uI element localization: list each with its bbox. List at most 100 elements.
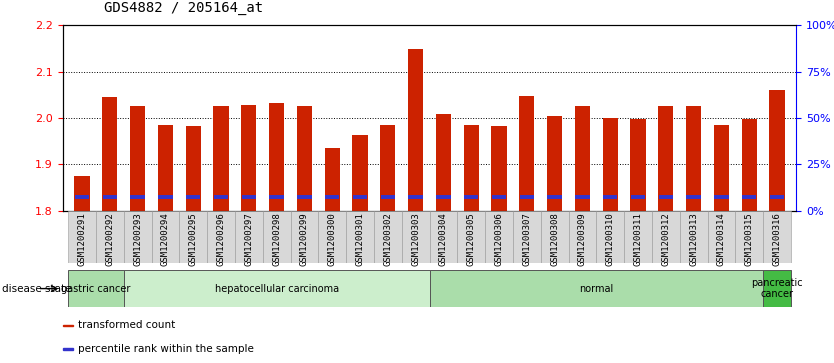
Bar	[158, 125, 173, 211]
Bar	[430, 211, 457, 263]
Bar	[742, 195, 756, 199]
Bar	[631, 195, 646, 199]
Text: percentile rank within the sample: percentile rank within the sample	[78, 344, 254, 354]
Text: GDS4882 / 205164_at: GDS4882 / 205164_at	[104, 0, 264, 15]
Text: GSM1200310: GSM1200310	[605, 212, 615, 266]
Text: GSM1200304: GSM1200304	[439, 212, 448, 266]
Bar	[547, 116, 562, 211]
Text: GSM1200312: GSM1200312	[661, 212, 671, 266]
Text: GSM1200291: GSM1200291	[78, 212, 87, 266]
Bar	[540, 211, 569, 263]
Bar	[269, 195, 284, 199]
Bar	[241, 105, 256, 211]
Bar	[457, 211, 485, 263]
Text: GSM1200299: GSM1200299	[300, 212, 309, 266]
Bar	[492, 195, 506, 199]
Bar	[68, 270, 123, 307]
Bar	[408, 49, 423, 211]
Bar	[714, 125, 729, 211]
Bar	[158, 195, 173, 199]
Bar	[207, 211, 235, 263]
Bar	[402, 211, 430, 263]
Bar	[680, 211, 707, 263]
Bar	[102, 97, 118, 211]
Bar	[242, 195, 256, 199]
Bar	[324, 148, 340, 211]
Bar	[769, 90, 785, 211]
Bar	[297, 106, 312, 211]
Bar	[602, 118, 618, 211]
Bar	[179, 211, 207, 263]
Bar	[741, 119, 757, 211]
Text: GSM1200314: GSM1200314	[717, 212, 726, 266]
Text: GSM1200294: GSM1200294	[161, 212, 170, 266]
Bar	[631, 119, 646, 211]
Text: pancreatic
cancer: pancreatic cancer	[751, 278, 803, 299]
Bar	[103, 195, 117, 199]
Bar	[430, 270, 763, 307]
Bar	[519, 96, 535, 211]
Bar	[123, 211, 152, 263]
Bar	[436, 195, 450, 199]
Text: GSM1200308: GSM1200308	[550, 212, 559, 266]
Bar	[736, 211, 763, 263]
Bar	[575, 106, 590, 211]
Bar	[659, 195, 673, 199]
Bar	[74, 176, 90, 211]
Bar	[435, 114, 451, 211]
Bar	[186, 195, 200, 199]
Bar	[707, 211, 736, 263]
Bar	[380, 125, 395, 211]
Text: GSM1200302: GSM1200302	[384, 212, 392, 266]
Bar	[624, 211, 652, 263]
Bar	[63, 348, 73, 350]
Text: hepatocellular carcinoma: hepatocellular carcinoma	[214, 284, 339, 294]
Bar	[596, 211, 624, 263]
Text: GSM1200296: GSM1200296	[217, 212, 225, 266]
Text: GSM1200309: GSM1200309	[578, 212, 587, 266]
Bar	[319, 211, 346, 263]
Text: GSM1200316: GSM1200316	[772, 212, 781, 266]
Bar	[569, 211, 596, 263]
Bar	[96, 211, 123, 263]
Text: GSM1200311: GSM1200311	[634, 212, 642, 266]
Bar	[214, 195, 229, 199]
Bar	[346, 211, 374, 263]
Bar	[464, 125, 479, 211]
Bar	[130, 195, 145, 199]
Text: GSM1200293: GSM1200293	[133, 212, 142, 266]
Bar	[575, 195, 590, 199]
Bar	[686, 106, 701, 211]
Bar	[714, 195, 729, 199]
Bar	[513, 211, 540, 263]
Bar	[374, 211, 402, 263]
Bar	[485, 211, 513, 263]
Bar	[770, 195, 784, 199]
Text: GSM1200297: GSM1200297	[244, 212, 254, 266]
Bar	[409, 195, 423, 199]
Bar	[464, 195, 479, 199]
Bar	[63, 325, 73, 326]
Bar	[269, 103, 284, 211]
Bar	[380, 195, 395, 199]
Bar	[235, 211, 263, 263]
Bar	[547, 195, 562, 199]
Text: GSM1200292: GSM1200292	[105, 212, 114, 266]
Bar	[763, 211, 791, 263]
Text: transformed count: transformed count	[78, 321, 175, 330]
Text: GSM1200303: GSM1200303	[411, 212, 420, 266]
Bar	[603, 195, 617, 199]
Text: GSM1200301: GSM1200301	[355, 212, 364, 266]
Bar	[352, 135, 368, 211]
Text: GSM1200307: GSM1200307	[522, 212, 531, 266]
Bar	[325, 195, 339, 199]
Bar	[123, 270, 430, 307]
Text: GSM1200300: GSM1200300	[328, 212, 337, 266]
Bar	[130, 106, 145, 211]
Bar	[297, 195, 312, 199]
Bar	[290, 211, 319, 263]
Bar	[686, 195, 701, 199]
Text: GSM1200295: GSM1200295	[188, 212, 198, 266]
Text: GSM1200313: GSM1200313	[689, 212, 698, 266]
Text: GSM1200315: GSM1200315	[745, 212, 754, 266]
